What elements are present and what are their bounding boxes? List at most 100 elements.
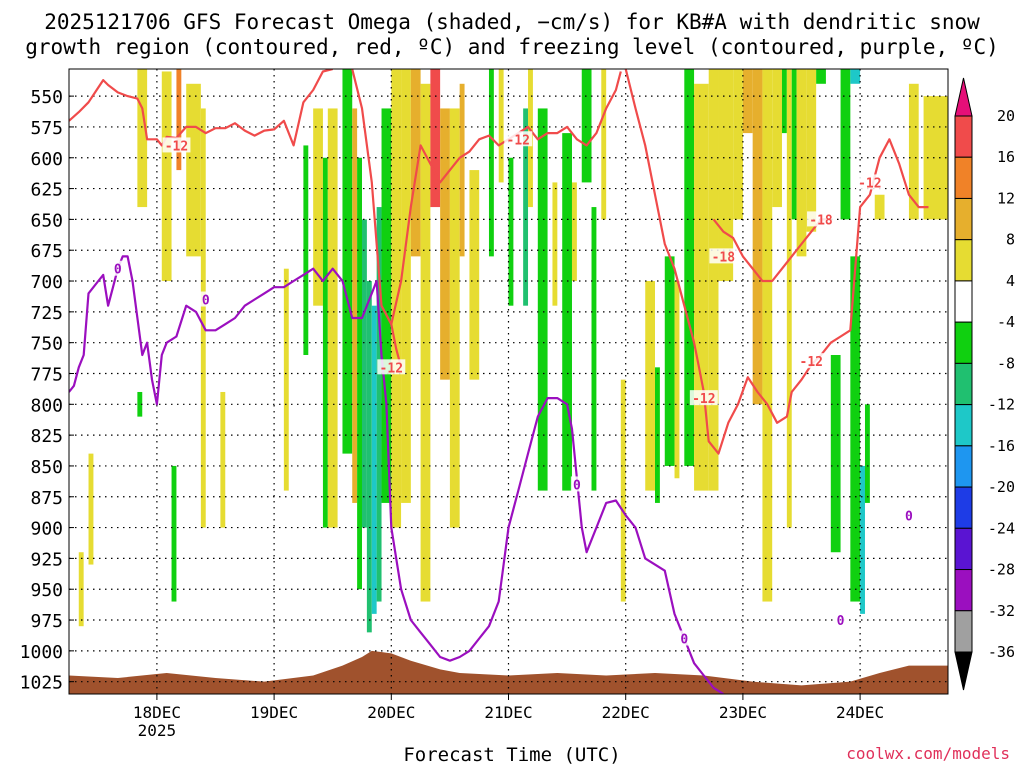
x-tick-label: 24DEC	[836, 703, 884, 722]
omega-cell	[186, 83, 201, 257]
colorbar-block	[954, 321, 973, 364]
y-tick-label: 750	[30, 334, 63, 355]
colorbar-block	[954, 610, 973, 653]
omega-cell	[508, 157, 514, 306]
omega-cell	[459, 83, 465, 257]
omega-cell	[674, 281, 680, 479]
contour-label-bg	[678, 630, 691, 646]
y-tick-label: 600	[30, 149, 63, 170]
contour-label: -12	[800, 355, 823, 370]
y-tick-label: 975	[30, 611, 63, 632]
omega-cell	[366, 281, 372, 633]
colorbar-level-label: 4	[1006, 272, 1015, 290]
colorbar-block	[954, 280, 973, 323]
omega-cell	[733, 69, 743, 220]
contour-label: -18	[809, 213, 833, 228]
omega-cell	[772, 69, 782, 208]
colorbar-level-label: -36	[988, 643, 1015, 661]
contour-label-bg	[111, 260, 124, 276]
contour-label-bg	[855, 174, 884, 190]
contour-label: 0	[114, 263, 122, 278]
contour-label-bg	[797, 353, 826, 369]
y-tick-label: 725	[30, 303, 63, 324]
y-tick-label: 1025	[20, 673, 63, 694]
x-axis-label: Forecast Time (UTC)	[403, 744, 621, 766]
omega-cell	[449, 108, 460, 528]
omega-cell	[850, 256, 861, 602]
omega-cell	[664, 256, 675, 466]
contour-label-bg	[199, 291, 212, 307]
x-tick-label: 19DEC	[250, 703, 298, 722]
omega-cell	[171, 465, 177, 602]
omega-cell	[806, 69, 817, 232]
contour-label-bg	[570, 476, 583, 492]
colorbar-block	[954, 362, 973, 406]
omega-cell	[752, 69, 763, 405]
y-axis: 550 575 600 625 650 675 700 725 750 775 800 825 850 8…	[20, 87, 74, 694]
y-tick-label: 700	[30, 272, 63, 293]
omega-cell	[488, 69, 494, 257]
colorbar-level-label: 12	[997, 189, 1015, 207]
colorbar-level-label: -4	[997, 313, 1015, 331]
contour-line	[69, 69, 333, 147]
contour-label-bg	[807, 211, 836, 227]
omega-cell	[430, 69, 441, 208]
omega-cell	[850, 69, 861, 84]
colorbar-block	[954, 569, 973, 612]
omega-cell	[816, 69, 826, 84]
colorbar-level-label: 16	[997, 148, 1015, 166]
y-tick-label: 800	[30, 395, 63, 416]
contour-line	[351, 69, 622, 326]
contour-label-bg	[834, 612, 847, 628]
contour-label-bg	[162, 137, 191, 153]
omega-cell	[601, 69, 607, 220]
omega-cell	[860, 465, 865, 614]
omega-cell	[220, 391, 226, 528]
omega-cell	[313, 108, 323, 306]
omega-cell	[469, 170, 480, 380]
y-tick-label: 950	[30, 580, 63, 601]
omega-cell	[303, 145, 309, 355]
omega-cell	[620, 379, 626, 602]
colorbar-block	[954, 115, 973, 158]
omega-cell	[781, 69, 787, 134]
omega-cell	[581, 69, 592, 183]
contour-label: -18	[712, 250, 736, 265]
colorbar-level-label: -28	[988, 561, 1015, 579]
contour-label: -12	[692, 392, 715, 407]
credit-text: coolwx.com/models	[846, 744, 1010, 763]
colorbar-level-label: -12	[988, 396, 1015, 414]
terrain-fill	[69, 650, 948, 694]
colorbar-block	[954, 404, 973, 447]
chart-title-line-2: growth region (contoured, red, ºC) and f…	[25, 35, 999, 59]
omega-cell	[352, 108, 358, 503]
x-tick-label: 23DEC	[719, 703, 767, 722]
omega-cell	[137, 391, 143, 417]
omega-cell	[571, 182, 577, 282]
contour-label: -12	[165, 139, 188, 154]
colorbar-block	[954, 239, 973, 282]
omega-cell	[796, 69, 807, 257]
omega-cell	[864, 404, 870, 503]
colorbar-bottom-arrow	[954, 651, 973, 691]
omega-cell	[684, 69, 695, 466]
contour-line	[712, 218, 831, 283]
colorbar-level-label: -16	[988, 437, 1015, 455]
omega-cell	[840, 69, 851, 220]
omega-cell	[537, 108, 548, 491]
x-tick-label: 20DEC	[367, 703, 415, 722]
colorbar-level-label: 20	[997, 107, 1015, 125]
omega-cell	[420, 83, 431, 602]
omega-cell	[376, 207, 382, 602]
colorbar-level-label: -20	[988, 478, 1015, 496]
contour-label: -12	[380, 361, 403, 376]
contour-label-bg	[902, 507, 915, 523]
gridlines	[69, 69, 948, 694]
contour-label-layer: -12 -12 -12 -12 -12 -12 -18 -18 0 0 0 0 0 0	[111, 131, 915, 648]
contour-line	[69, 255, 724, 694]
colorbar-level-label: -32	[988, 602, 1015, 620]
colorbar-level-label: 8	[1006, 231, 1015, 249]
y-tick-label: 925	[30, 549, 63, 570]
omega-cell	[645, 281, 655, 491]
omega-cell	[791, 69, 797, 220]
